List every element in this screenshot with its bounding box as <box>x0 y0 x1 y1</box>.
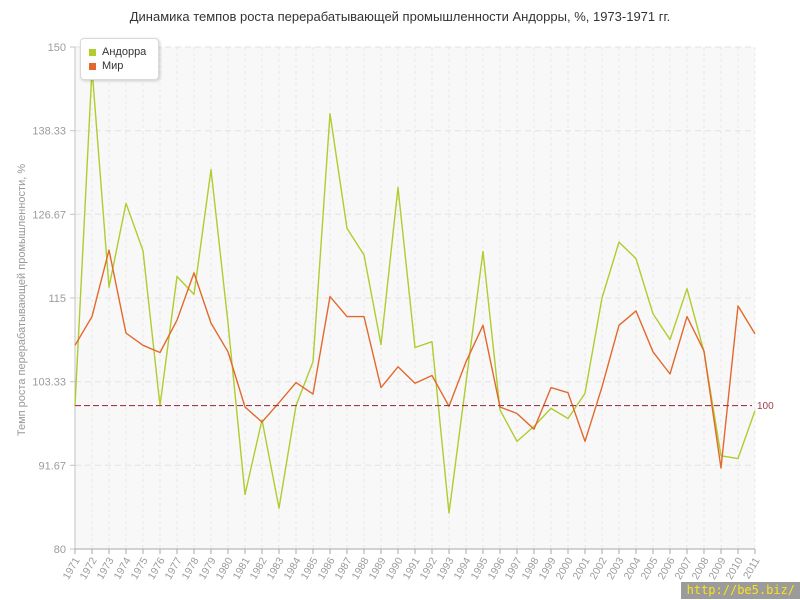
y-tick-label: 150 <box>48 42 66 54</box>
axes <box>70 46 756 554</box>
y-tick-label: 80 <box>54 544 66 556</box>
y-tick-label: 138.33 <box>32 126 66 138</box>
watermark-link[interactable]: http://be5.biz/ <box>680 582 800 599</box>
reference-line-label: 100 <box>757 401 774 412</box>
legend-item-mir[interactable]: Мир <box>89 60 146 72</box>
legend-label-mir: Мир <box>102 60 124 72</box>
legend: Андорра Мир <box>80 38 160 80</box>
y-tick-label: 91.67 <box>38 460 66 472</box>
chart-title: Динамика темпов роста перерабатывающей п… <box>129 9 671 24</box>
legend-chip-andorra <box>89 48 96 56</box>
legend-chip-mir <box>89 62 96 70</box>
y-axis-title: Темп роста перерабатывающей промышленнос… <box>16 163 28 437</box>
x-tick-label: 2010 <box>724 555 746 581</box>
x-tick-label: 2011 <box>741 555 763 581</box>
y-tick-label: 126.67 <box>32 209 66 221</box>
mir-series-line <box>74 249 756 469</box>
x-tick-labels: 1971197219731974197519761977197819791980… <box>61 555 763 581</box>
y-tick-label: 103.33 <box>32 377 66 389</box>
y-tick-labels: 80 91.67 103.33 115 126.67 138.33 150 <box>32 42 66 556</box>
y-gridlines <box>75 46 755 466</box>
y-tick-label: 115 <box>48 293 66 305</box>
legend-label-andorra: Андорра <box>102 46 147 58</box>
legend-item-andorra[interactable]: Андорра <box>89 46 146 58</box>
